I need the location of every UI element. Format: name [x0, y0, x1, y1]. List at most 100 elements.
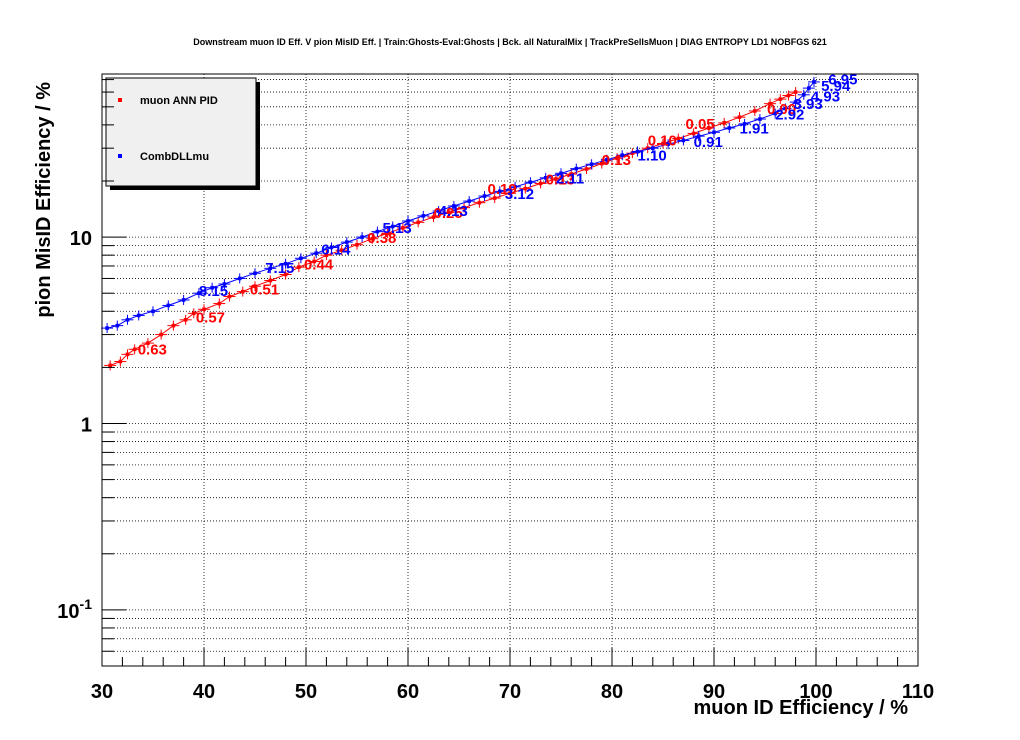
data-point	[635, 149, 640, 154]
data-point	[268, 278, 273, 283]
data-point	[345, 240, 349, 244]
data-point	[615, 156, 619, 161]
legend: muon ANN PID CombDLLmu	[105, 77, 260, 190]
data-point	[375, 229, 380, 234]
data-point	[812, 80, 816, 84]
data-point	[768, 101, 772, 106]
data-point	[696, 134, 701, 138]
data-point	[482, 194, 487, 198]
data-point	[793, 90, 798, 94]
legend-box	[105, 77, 257, 187]
point-label: 6.95	[828, 71, 857, 88]
data-point	[589, 162, 594, 167]
point-label: 4.13	[439, 203, 468, 220]
data-point	[324, 253, 329, 257]
point-label: 4.93	[811, 89, 840, 106]
point-label: 0.13	[546, 172, 575, 189]
x-axis-label: muon ID Efficiency / %	[694, 697, 909, 719]
data-point	[132, 347, 137, 352]
data-point	[115, 323, 120, 328]
point-label: 0.00	[767, 101, 796, 118]
point-label: 1.10	[638, 147, 667, 164]
data-point	[691, 131, 696, 136]
legend-label: muon ANN PID	[140, 95, 218, 107]
point-label: 3.12	[505, 186, 534, 203]
point-label: 0.91	[694, 134, 723, 151]
x-tick-label: 40	[193, 681, 215, 703]
data-point	[146, 341, 150, 345]
data-point	[666, 142, 670, 147]
y-tick-label: 1	[81, 414, 92, 436]
point-label: 7.15	[265, 260, 294, 277]
point-label: 5.94	[821, 78, 851, 95]
data-point	[385, 231, 390, 235]
legend-label: CombDLLmu	[140, 151, 209, 163]
data-point	[651, 146, 655, 150]
data-point	[297, 265, 301, 269]
y-tick-label: 10-1	[57, 596, 92, 623]
point-label: 0.13	[602, 152, 631, 169]
chart-title: Downstream muon ID Eff. V pion MisID Eff…	[193, 37, 827, 47]
data-point	[227, 294, 232, 299]
data-point	[783, 106, 788, 111]
point-label: 1.91	[740, 120, 769, 137]
data-point	[538, 181, 543, 186]
data-point	[416, 220, 420, 225]
data-point	[210, 285, 214, 290]
data-point	[676, 136, 681, 141]
x-tick-label: 70	[499, 681, 521, 703]
data-point	[202, 307, 206, 312]
y-axis-label: pion MisID Efficiency / %	[33, 82, 55, 318]
x-tick-label: 60	[397, 681, 419, 703]
legend-marker	[118, 154, 122, 158]
point-label: 3.93	[794, 96, 823, 113]
data-point	[370, 236, 375, 241]
data-point	[118, 359, 123, 364]
x-tick-label: 90	[703, 681, 725, 703]
data-point	[605, 157, 609, 162]
point-labels: 0.63 0.57 0.51 0.44 0.38 0.25 0.19 0.13 0.13 0.10…	[138, 71, 858, 358]
data-point	[447, 210, 451, 215]
data-point	[523, 186, 528, 191]
data-point	[584, 167, 589, 171]
data-point	[192, 311, 196, 316]
data-point	[390, 224, 395, 229]
data-point	[283, 272, 288, 277]
y-tick-label: 10	[70, 228, 92, 250]
data-point	[197, 291, 201, 296]
series-layer	[101, 76, 820, 371]
x-tick-label: 30	[91, 681, 113, 703]
data-point	[801, 93, 806, 97]
data-point	[793, 100, 798, 104]
data-point	[477, 200, 482, 205]
point-label: 0.57	[196, 310, 225, 327]
data-point	[171, 323, 176, 328]
data-point	[268, 266, 273, 271]
data-point	[492, 196, 497, 200]
data-point	[421, 214, 426, 218]
data-point	[574, 166, 579, 171]
point-label: 0.51	[250, 281, 279, 298]
point-label: 8.15	[199, 283, 228, 300]
data-point	[569, 172, 573, 176]
data-point	[753, 109, 757, 113]
data-point	[707, 126, 711, 130]
data-point	[528, 180, 533, 185]
data-point	[125, 352, 130, 357]
data-point	[312, 259, 316, 264]
point-label: 0.44	[304, 257, 334, 274]
data-point	[240, 289, 245, 294]
data-point	[217, 301, 222, 306]
data-point	[314, 251, 318, 255]
point-label: 0.38	[367, 230, 396, 247]
data-point	[329, 245, 334, 250]
data-point	[681, 138, 686, 143]
data-point	[722, 121, 726, 125]
data-point	[742, 122, 747, 126]
data-point	[727, 126, 732, 130]
data-point	[712, 130, 716, 135]
data-point	[786, 93, 791, 98]
point-label: 2.11	[556, 170, 584, 187]
